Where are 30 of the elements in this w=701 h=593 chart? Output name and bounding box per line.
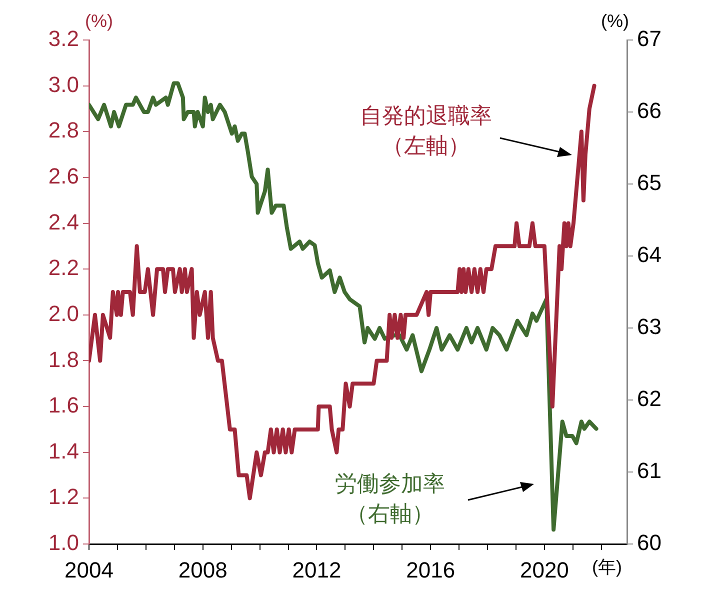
y-tick-label: 2.8 <box>48 118 79 143</box>
y-tick-label: 1.6 <box>48 392 79 418</box>
y2-tick-label: 61 <box>637 458 662 484</box>
y2-tick-label: 63 <box>637 314 662 340</box>
y-tick-label: 2.0 <box>48 300 79 326</box>
y-tick-label: 1.4 <box>48 438 79 464</box>
y-tick-label: 1.2 <box>48 484 79 510</box>
y-tick-label: 3.2 <box>48 26 79 52</box>
y-tick-label: 2.6 <box>48 164 79 189</box>
y2-axis-title: (%) <box>601 10 629 31</box>
x-tick-label: 2004 <box>64 557 114 582</box>
y-tick-label: 3.0 <box>48 72 79 97</box>
y2-tick-label: 67 <box>637 26 662 52</box>
y2-tick-label: 65 <box>637 170 662 196</box>
x-tick-label: 2008 <box>178 557 228 582</box>
y-tick-label: 2.4 <box>48 209 79 234</box>
text: 自発的退職率（左軸） <box>360 103 492 158</box>
x-tick-label: 2020 <box>520 557 569 582</box>
x-axis-title: (年) <box>592 556 622 577</box>
y2-tick-label: 60 <box>637 530 662 556</box>
y-tick-label: 1.8 <box>48 346 79 372</box>
y-tick-label: 1.0 <box>48 530 79 556</box>
y2-tick-label: 66 <box>637 98 662 124</box>
y2-tick-label: 64 <box>637 242 662 268</box>
x-tick-label: 2012 <box>292 557 342 582</box>
x-tick-label: 2016 <box>406 557 456 582</box>
y-tick-label: 2.2 <box>48 255 79 280</box>
y2-tick-label: 62 <box>637 386 662 412</box>
y-axis-title: (%) <box>85 10 113 31</box>
text: 労働参加率（右軸） <box>335 471 445 526</box>
